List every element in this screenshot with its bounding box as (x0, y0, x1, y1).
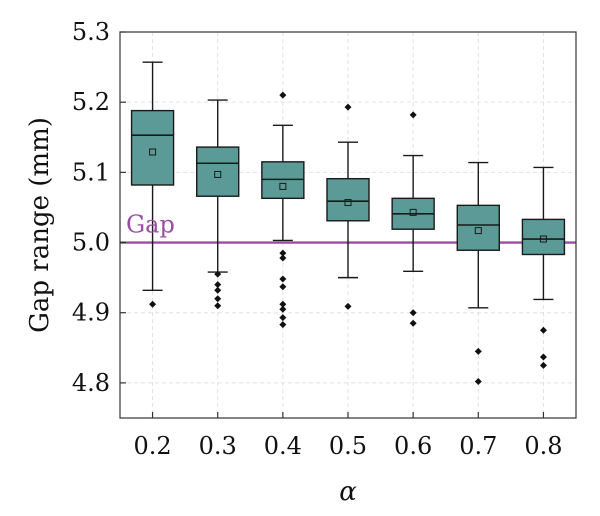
y-axis-title: Gap range (mm) (25, 117, 55, 333)
x-tick-label: 0.4 (264, 432, 302, 460)
axis-ticks: 4.8 4.9 5.0 5.1 5.2 5.3 0.2 0.3 0.4 0.5 0.6 0.7 0.8 (72, 18, 563, 460)
outlier-point (279, 314, 287, 322)
y-tick-label: 5.1 (72, 158, 110, 186)
box-0.6 (391, 111, 435, 327)
x-tick-label: 0.3 (199, 432, 237, 460)
outlier-point (279, 91, 287, 99)
outlier-point (279, 254, 287, 262)
y-tick-label: 4.9 (72, 299, 110, 327)
mean-marker (539, 235, 547, 243)
x-tick-label: 0.2 (133, 432, 171, 460)
outlier-point (539, 361, 547, 369)
outlier-point (474, 347, 482, 355)
y-tick-label: 5.0 (72, 229, 110, 257)
x-tick-label: 0.8 (524, 432, 562, 460)
x-tick-label: 0.6 (394, 432, 432, 460)
outlier-point (214, 302, 222, 310)
outlier-point (214, 281, 222, 289)
outlier-point (279, 283, 287, 291)
outlier-point (539, 326, 547, 334)
iqr-box (130, 109, 175, 186)
box-0.7 (456, 161, 500, 386)
outlier-point (409, 309, 417, 317)
mean-marker (149, 148, 157, 156)
y-tick-label: 4.8 (72, 369, 110, 397)
y-tick-label: 5.3 (72, 18, 110, 46)
outlier-point (279, 300, 287, 308)
mean-marker (409, 208, 417, 216)
y-tick-label: 5.2 (72, 88, 110, 116)
mean-marker (344, 199, 352, 207)
iqr-box (521, 218, 566, 256)
outlier-point (279, 305, 287, 313)
box-series (130, 61, 566, 386)
reference-line-label: Gap (126, 211, 175, 239)
x-axis-title: α (339, 477, 357, 507)
mean-marker (474, 227, 482, 235)
box-0.4 (261, 91, 305, 329)
x-tick-label: 0.5 (329, 432, 367, 460)
outlier-point (214, 295, 222, 303)
outlier-point (409, 111, 417, 119)
outlier-point (214, 270, 222, 278)
box-0.3 (196, 99, 240, 310)
outlier-point (149, 300, 157, 308)
mean-marker (279, 182, 287, 190)
outlier-point (279, 321, 287, 329)
outlier-point (214, 286, 222, 294)
box-0.2 (130, 61, 175, 308)
outlier-point (539, 353, 547, 361)
outlier-point (279, 249, 287, 257)
outlier-point (279, 275, 287, 283)
box-0.5 (326, 103, 370, 310)
mean-marker (214, 170, 222, 178)
x-tick-label: 0.7 (459, 432, 497, 460)
outlier-point (409, 319, 417, 327)
outlier-point (344, 302, 352, 310)
outlier-point (344, 103, 352, 111)
box-0.8 (521, 166, 566, 369)
outlier-point (474, 378, 482, 386)
